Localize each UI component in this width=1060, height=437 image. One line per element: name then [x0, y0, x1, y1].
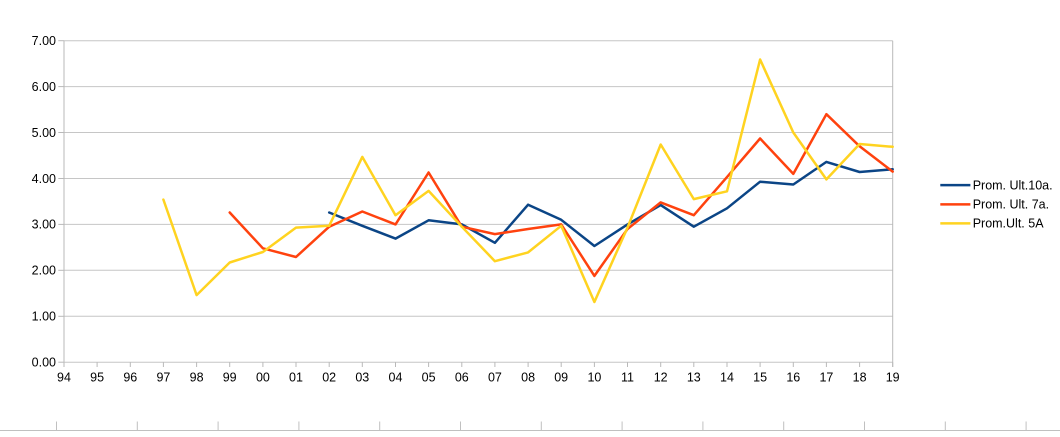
- svg-text:16: 16: [786, 371, 800, 385]
- svg-text:Prom. Ult.10a.: Prom. Ult.10a.: [973, 178, 1053, 192]
- svg-text:15: 15: [753, 371, 767, 385]
- svg-text:96: 96: [123, 371, 137, 385]
- svg-text:4.00: 4.00: [32, 172, 56, 186]
- svg-text:19: 19: [886, 371, 900, 385]
- svg-text:13: 13: [687, 371, 701, 385]
- svg-text:06: 06: [455, 371, 469, 385]
- svg-text:5.00: 5.00: [32, 126, 56, 140]
- svg-text:99: 99: [223, 371, 237, 385]
- svg-text:05: 05: [422, 371, 436, 385]
- svg-text:08: 08: [521, 371, 535, 385]
- svg-text:2.00: 2.00: [32, 264, 56, 278]
- svg-text:7.00: 7.00: [32, 34, 56, 48]
- svg-text:94: 94: [57, 371, 71, 385]
- svg-text:14: 14: [720, 371, 734, 385]
- svg-text:03: 03: [355, 371, 369, 385]
- svg-text:3.00: 3.00: [32, 218, 56, 232]
- svg-text:04: 04: [389, 371, 403, 385]
- svg-text:1.00: 1.00: [32, 310, 56, 324]
- svg-text:Prom. Ult. 7a.: Prom. Ult. 7a.: [973, 198, 1049, 212]
- svg-text:97: 97: [156, 371, 170, 385]
- svg-text:Prom.Ult. 5A: Prom.Ult. 5A: [973, 217, 1045, 231]
- svg-text:09: 09: [554, 371, 568, 385]
- svg-text:17: 17: [819, 371, 833, 385]
- svg-text:00: 00: [256, 371, 270, 385]
- svg-text:01: 01: [289, 371, 303, 385]
- svg-text:98: 98: [190, 371, 204, 385]
- svg-text:07: 07: [488, 371, 502, 385]
- svg-text:02: 02: [322, 371, 336, 385]
- svg-text:11: 11: [621, 371, 634, 385]
- svg-text:12: 12: [654, 371, 668, 385]
- svg-text:18: 18: [853, 371, 867, 385]
- svg-text:95: 95: [90, 371, 104, 385]
- svg-text:0.00: 0.00: [32, 356, 56, 370]
- svg-text:6.00: 6.00: [32, 80, 56, 94]
- svg-text:10: 10: [587, 371, 601, 385]
